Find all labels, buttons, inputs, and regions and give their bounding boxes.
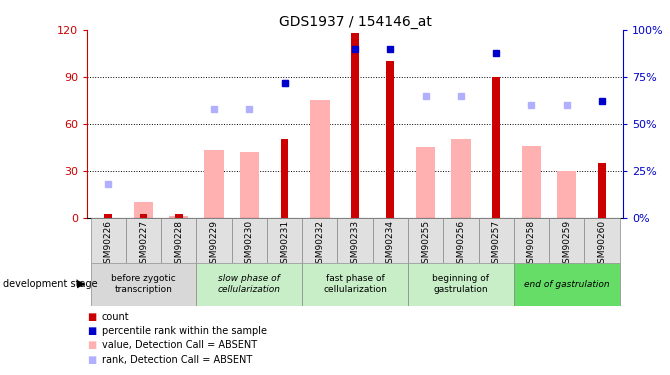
Bar (444, 217, 478, 262)
Bar (204, 150, 224, 217)
Text: ■: ■ (87, 340, 96, 350)
Text: GSM90227: GSM90227 (139, 220, 148, 269)
Text: GSM90256: GSM90256 (456, 220, 466, 269)
Text: before zygotic
transcription: before zygotic transcription (111, 274, 176, 294)
Bar (584, 217, 620, 262)
Text: fast phase of
cellularization: fast phase of cellularization (323, 274, 387, 294)
Bar (549, 217, 584, 262)
Bar (522, 146, 541, 218)
Text: GSM90255: GSM90255 (421, 220, 430, 269)
Text: GSM90234: GSM90234 (386, 220, 395, 269)
Bar (90, 217, 126, 262)
Bar (302, 262, 408, 306)
Bar (105, 214, 112, 217)
Bar (139, 214, 147, 217)
Bar (134, 202, 153, 217)
Bar (161, 217, 196, 262)
Text: GSM90233: GSM90233 (350, 220, 360, 269)
Bar (408, 217, 444, 262)
Bar (90, 262, 196, 306)
Text: beginning of
gastrulation: beginning of gastrulation (432, 274, 489, 294)
Bar (126, 217, 161, 262)
Bar (416, 147, 436, 218)
Bar (169, 216, 188, 217)
Text: slow phase of
cellularization: slow phase of cellularization (218, 274, 281, 294)
Text: end of gastrulation: end of gastrulation (524, 280, 610, 289)
Bar (351, 33, 359, 218)
Text: GSM90229: GSM90229 (210, 220, 218, 269)
Text: ■: ■ (87, 312, 96, 322)
Bar (232, 217, 267, 262)
Text: development stage: development stage (3, 279, 98, 289)
Bar (310, 100, 330, 218)
Title: GDS1937 / 154146_at: GDS1937 / 154146_at (279, 15, 431, 29)
Bar (373, 217, 408, 262)
Bar (387, 61, 394, 217)
Bar (492, 77, 500, 218)
Text: GSM90260: GSM90260 (598, 220, 606, 269)
Bar (196, 217, 232, 262)
Text: GSM90258: GSM90258 (527, 220, 536, 269)
Bar (196, 262, 302, 306)
Bar (408, 262, 514, 306)
Text: count: count (102, 312, 129, 322)
Text: GSM90226: GSM90226 (104, 220, 113, 269)
Text: rank, Detection Call = ABSENT: rank, Detection Call = ABSENT (102, 355, 252, 364)
Text: value, Detection Call = ABSENT: value, Detection Call = ABSENT (102, 340, 257, 350)
Text: ▶: ▶ (77, 279, 86, 289)
Bar (557, 171, 576, 217)
Text: GSM90230: GSM90230 (245, 220, 254, 269)
Bar (451, 140, 470, 218)
Text: ■: ■ (87, 355, 96, 364)
Bar (338, 217, 373, 262)
Text: ■: ■ (87, 326, 96, 336)
Bar (302, 217, 338, 262)
Bar (478, 217, 514, 262)
Bar (514, 217, 549, 262)
Text: percentile rank within the sample: percentile rank within the sample (102, 326, 267, 336)
Text: GSM90231: GSM90231 (280, 220, 289, 269)
Text: GSM90259: GSM90259 (562, 220, 572, 269)
Bar (267, 217, 302, 262)
Text: GSM90228: GSM90228 (174, 220, 184, 269)
Bar (281, 140, 289, 218)
Bar (514, 262, 620, 306)
Bar (598, 163, 606, 218)
Text: GSM90257: GSM90257 (492, 220, 500, 269)
Bar (240, 152, 259, 217)
Bar (175, 214, 183, 217)
Text: GSM90232: GSM90232 (316, 220, 324, 269)
